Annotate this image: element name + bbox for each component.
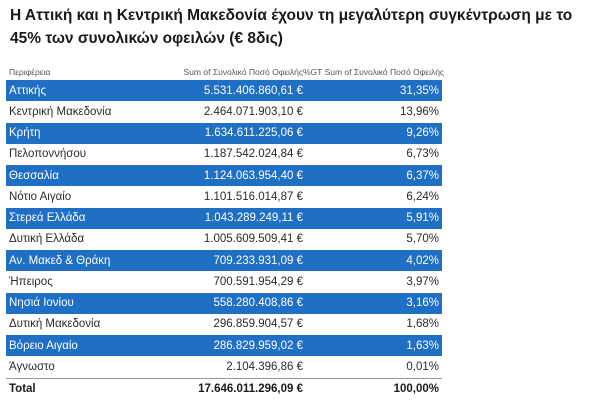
amount-cell: 709.233.931,09 € — [213, 254, 303, 267]
region-cell: Άγνωστο — [9, 360, 55, 373]
table-row[interactable]: Ήπειρος 700.591.954,29 € 3,97% — [6, 271, 442, 292]
amount-cell: 286.829.959,02 € — [213, 339, 303, 352]
amount-cell: 1.043.289.249,11 € — [204, 212, 303, 225]
amount-cell: 1.187.542.024,84 € — [203, 148, 303, 161]
percent-cell: 6,73% — [406, 148, 439, 161]
table-row[interactable]: Κρήτη 1.634.611.225,06 € 9,26% — [6, 122, 442, 144]
table-row[interactable]: Δυτική Μακεδονία 296.859.904,57 € 1,68% — [6, 314, 442, 335]
amount-cell: 1.124.063.954,40 € — [203, 169, 303, 182]
table-row[interactable]: Πελοποννήσου 1.187.542.024,84 € 6,73% — [6, 144, 442, 165]
column-header-percent[interactable]: %GT Sum of Συνολικό Ποσό Οφειλής — [303, 67, 445, 77]
percent-cell: 3,16% — [406, 297, 439, 310]
table-row[interactable]: Αττικής 5.531.406.860,61 € 31,35% — [6, 80, 442, 102]
region-cell: Πελοποννήσου — [9, 148, 87, 161]
table-row[interactable]: Κεντρική Μακεδονία 2.464.071.903,10 € 13,9… — [6, 101, 442, 122]
percent-cell: 3,97% — [406, 275, 439, 288]
table-row[interactable]: Βόρειο Αιγαίο 286.829.959,02 € 1,63% — [6, 335, 442, 357]
percent-cell: 6,37% — [406, 169, 439, 182]
region-cell: Δυτική Μακεδονία — [9, 318, 101, 331]
table-header: Περιφέρεια Sum of Συνολικό Ποσό Οφειλής … — [6, 64, 445, 80]
region-cell: Κεντρική Μακεδονία — [9, 105, 112, 118]
debt-table: Περιφέρεια Sum of Συνολικό Ποσό Οφειλής … — [6, 64, 445, 399]
amount-cell: 5.531.406.860,61 € — [203, 84, 303, 97]
page-title: Η Αττική και η Κεντρική Μακεδονία έχουν … — [10, 7, 573, 47]
region-cell: Ήπειρος — [9, 275, 53, 288]
percent-cell: 13,96% — [399, 105, 439, 118]
percent-cell: 31,35% — [399, 84, 439, 97]
table-row[interactable]: Νησιά Ιονίου 558.280.408,86 € 3,16% — [6, 292, 442, 314]
region-cell: Αττικής — [9, 84, 46, 97]
table-row[interactable]: Δυτική Ελλάδα 1.005.609.509,41 € 5,70% — [6, 229, 442, 250]
amount-cell: 1.634.611.225,06 € — [204, 127, 303, 140]
percent-cell: 1,63% — [406, 339, 439, 352]
percent-cell: 5,70% — [406, 233, 439, 246]
amount-cell: 558.280.408,86 € — [213, 297, 303, 310]
region-cell: Θεσσαλία — [9, 169, 59, 182]
region-cell: Βόρειο Αιγαίο — [9, 339, 78, 352]
table-row[interactable]: Θεσσαλία 1.124.063.954,40 € 6,37% — [6, 165, 442, 187]
region-cell: Κρήτη — [9, 127, 41, 140]
percent-cell: 6,24% — [406, 190, 439, 203]
region-cell: Δυτική Ελλάδα — [9, 233, 85, 246]
percent-cell: 1,68% — [406, 318, 439, 331]
amount-cell: 1.005.609.509,41 € — [203, 233, 303, 246]
percent-cell: 4,02% — [406, 254, 439, 267]
amount-cell: 2.104.396,86 € — [226, 360, 303, 373]
percent-cell: 0,01% — [406, 360, 439, 373]
region-cell: Νότιο Αιγαίο — [9, 190, 72, 203]
table-row[interactable]: Στερεά Ελλάδα 1.043.289.249,11 € 5,91% — [6, 207, 442, 229]
amount-cell: 2.464.071.903,10 € — [203, 105, 303, 118]
table-row[interactable]: Άγνωστο 2.104.396,86 € 0,01% — [6, 356, 442, 377]
amount-cell: 700.591.954,29 € — [213, 275, 303, 288]
region-cell: Νησιά Ιονίου — [9, 297, 74, 310]
percent-cell: 9,26% — [406, 127, 439, 140]
amount-cell: 1.101.516.014,87 € — [203, 190, 303, 203]
column-header-region[interactable]: Περιφέρεια — [9, 67, 51, 77]
table-body: Αττικής 5.531.406.860,61 € 31,35% Κεντρική … — [6, 80, 442, 378]
region-cell: Αν. Μακεδ & Θράκη — [9, 254, 111, 267]
percent-cell: 5,91% — [406, 212, 439, 225]
total-percent: 100,00% — [393, 382, 439, 395]
total-label: Total — [9, 382, 36, 395]
total-amount: 17.646.011.296,09 € — [198, 382, 303, 395]
table-row[interactable]: Αν. Μακεδ & Θράκη 709.233.931,09 € 4,02% — [6, 250, 442, 272]
total-row: Total 17.646.011.296,09 € 100,00% — [6, 377, 442, 399]
table-row[interactable]: Νότιο Αιγαίο 1.101.516.014,87 € 6,24% — [6, 186, 442, 207]
region-cell: Στερεά Ελλάδα — [9, 212, 86, 225]
amount-cell: 296.859.904,57 € — [213, 318, 303, 331]
column-header-amount[interactable]: Sum of Συνολικό Ποσό Οφειλής — [183, 67, 303, 77]
